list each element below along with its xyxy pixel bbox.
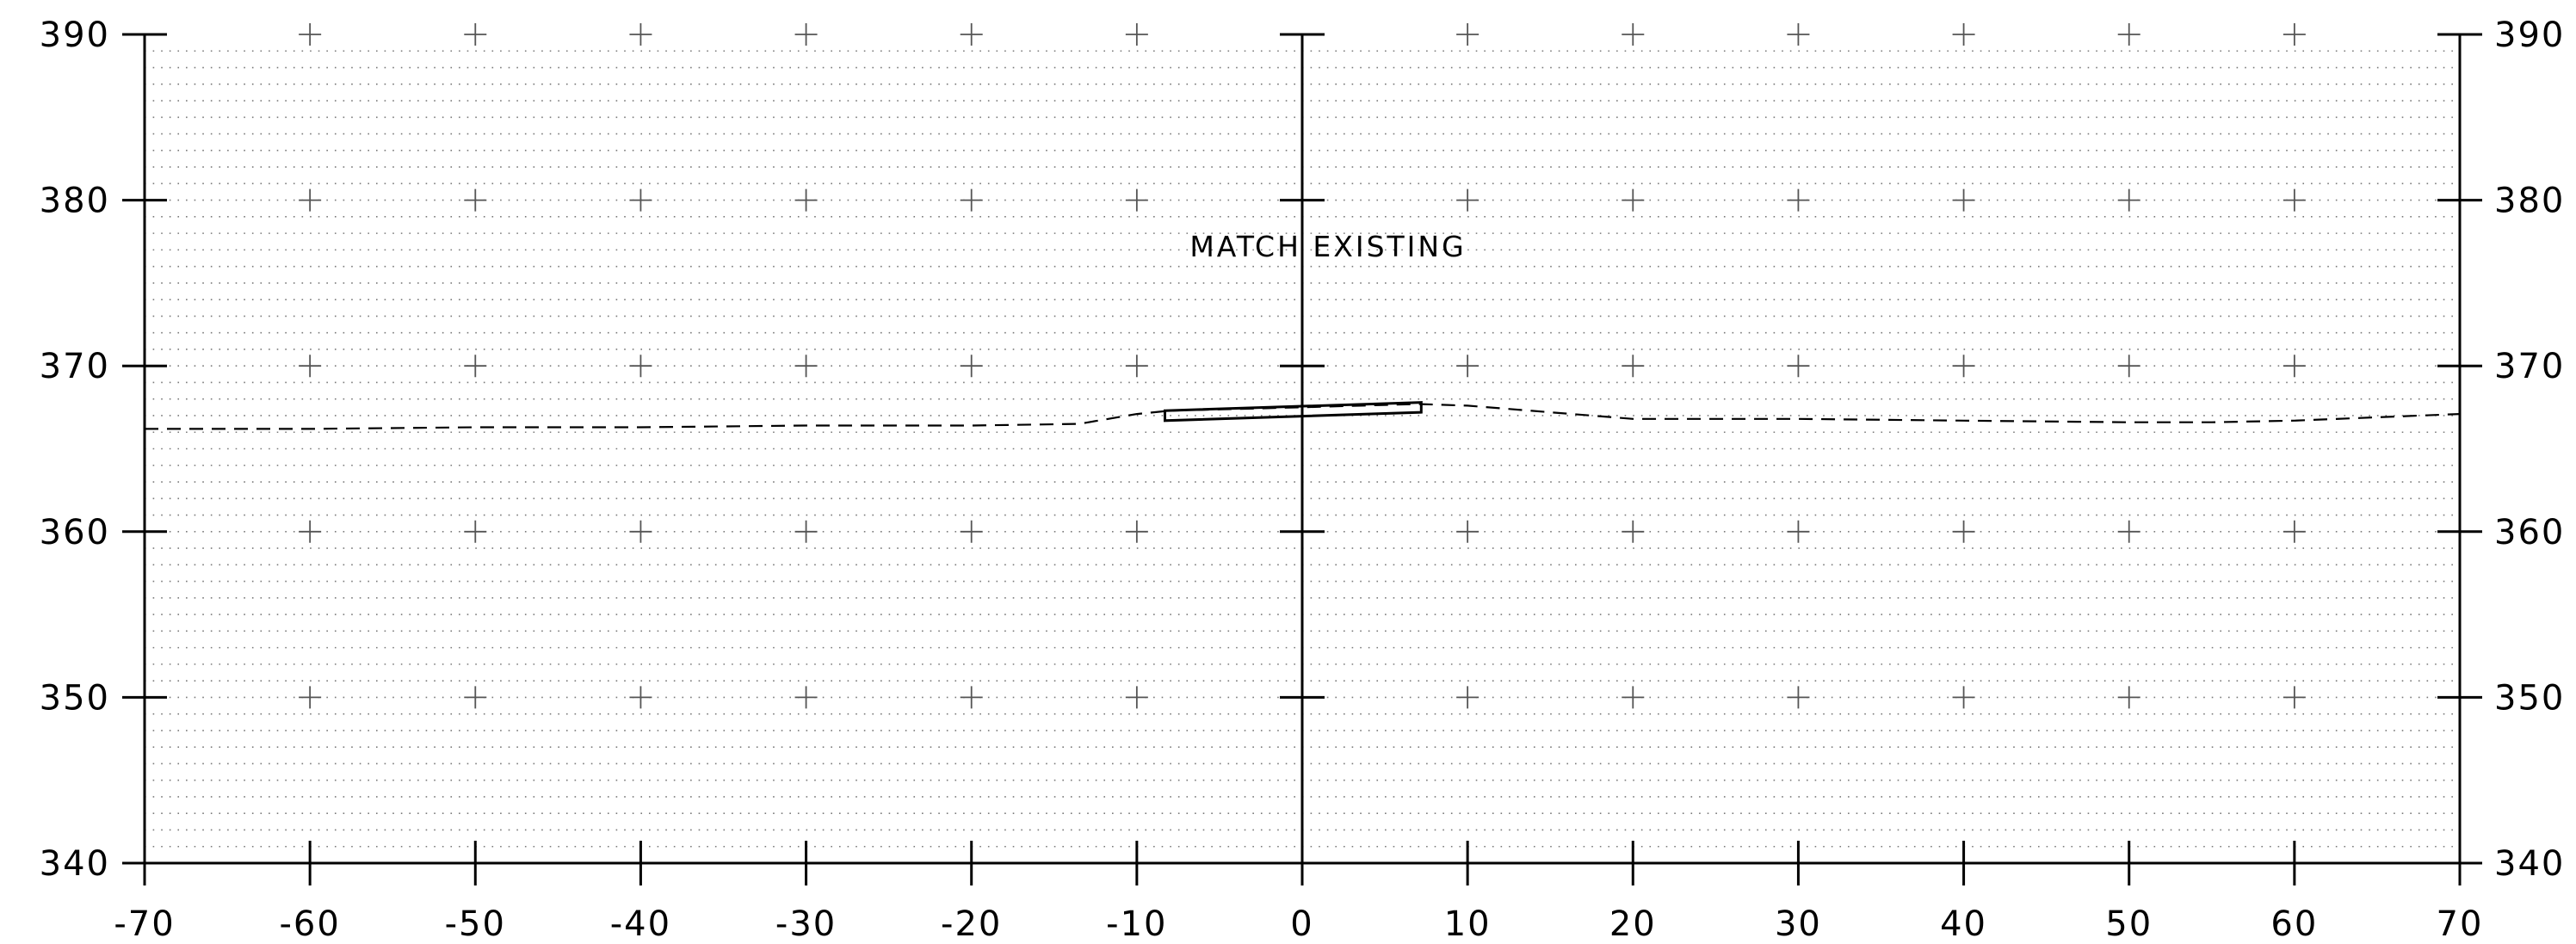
x-tick-label: 50 (2105, 904, 2153, 944)
proposed-section-outline (1164, 401, 1423, 423)
grid-plus-marker (2117, 355, 2140, 378)
grid-plus-marker (1125, 520, 1148, 543)
grid-plus-marker (2283, 23, 2306, 46)
grid-plus-marker (1787, 188, 1810, 212)
grid-plus-marker (1952, 686, 1975, 709)
grid-plus-marker (2117, 23, 2140, 46)
x-tick-label: -50 (445, 904, 506, 944)
grid-plus-marker (1787, 520, 1810, 543)
x-tick-label: -10 (1106, 904, 1167, 944)
x-tick-label: -40 (610, 904, 671, 944)
x-tick-label: -20 (941, 904, 1002, 944)
grid-plus-marker (299, 188, 322, 212)
x-tick-label: 30 (1775, 904, 1822, 944)
grid-plus-marker (464, 355, 487, 378)
x-tick-label: 10 (1444, 904, 1492, 944)
grid-plus-marker (960, 188, 983, 212)
y-tick-label-right: 360 (2494, 513, 2565, 552)
grid-plus-marker (960, 23, 983, 46)
x-tick-label: 20 (1609, 904, 1657, 944)
grid-plus-marker (1622, 520, 1645, 543)
grid-plus-marker (1622, 23, 1645, 46)
match-existing-annotation: MATCH EXISTING (1189, 230, 1466, 263)
grid-plus-marker (794, 23, 818, 46)
grid-plus-marker (1456, 23, 1480, 46)
grid-plus-marker (299, 686, 322, 709)
x-tick-label: 0 (1290, 904, 1313, 944)
grid-plus-marker (464, 188, 487, 212)
grid-plus-marker (629, 23, 652, 46)
grid-plus-marker (1952, 23, 1975, 46)
grid-plus-marker (794, 686, 818, 709)
grid-plus-marker (1456, 188, 1480, 212)
grid-plus-marker (1125, 23, 1148, 46)
axis-ticks (122, 33, 2482, 885)
grid-plus-marker (1622, 686, 1645, 709)
plot-data: MATCH EXISTING (145, 230, 2461, 430)
grid-plus-marker (1622, 188, 1645, 212)
x-tick-label: 60 (2270, 904, 2318, 944)
y-tick-label-left: 380 (40, 182, 110, 221)
grid-plus-marker (2117, 188, 2140, 212)
grid-plus-marker (629, 686, 652, 709)
grid-plus-marker (960, 355, 983, 378)
y-tick-label-right: 370 (2494, 347, 2565, 386)
grid-plus-marker (2283, 355, 2306, 378)
grid-plus-marker (464, 23, 487, 46)
y-tick-label-left: 390 (40, 15, 110, 55)
existing-ground-line (145, 403, 2461, 430)
y-tick-label-right: 390 (2494, 15, 2565, 55)
grid-plus-marker (2117, 686, 2140, 709)
grid-plus-marker (299, 520, 322, 543)
grid-plus-marker (1456, 355, 1480, 378)
grid-plus-marker (629, 188, 652, 212)
y-tick-label-right: 340 (2494, 844, 2565, 884)
grid-plus-marker (794, 188, 818, 212)
grid-plus-marker (1787, 355, 1810, 378)
grid-plus-marker (629, 520, 652, 543)
x-tick-label: 40 (1940, 904, 1987, 944)
grid-plus-marker (1952, 188, 1975, 212)
grid-plus-marker (960, 520, 983, 543)
grid-plus-marker (1787, 686, 1810, 709)
grid-plus-marker (2283, 188, 2306, 212)
grid-plus-marker (1952, 520, 1975, 543)
y-tick-label-left: 340 (40, 844, 110, 884)
grid-plus-marker (2283, 520, 2306, 543)
grid-plus-marker (1456, 686, 1480, 709)
grid-plus-marker (464, 686, 487, 709)
grid-plus-marker (1787, 23, 1810, 46)
y-tick-label-left: 350 (40, 678, 110, 718)
grid-plus-marker (2117, 520, 2140, 543)
grid-plus-marker (1125, 686, 1148, 709)
y-tick-label-right: 350 (2494, 678, 2565, 718)
axis-tick-labels: 340 340 350 350 360 360 370 370 380 380 390 390 -70 -… (40, 15, 2565, 944)
x-tick-label: -30 (775, 904, 837, 944)
grid-plus-marker (1622, 355, 1645, 378)
grid-plus-marker (2283, 686, 2306, 709)
grid-plus-marker (299, 23, 322, 46)
grid-plus-marker (1456, 520, 1480, 543)
grid-plus-marker (794, 355, 818, 378)
x-tick-label: -60 (279, 904, 340, 944)
grid-plus-marker (464, 520, 487, 543)
x-tick-label: 70 (2437, 904, 2484, 944)
y-tick-label-left: 360 (40, 513, 110, 552)
grid-plus-marker (1125, 355, 1148, 378)
grid-plus-marker (629, 355, 652, 378)
grid-plus-markers (299, 23, 2306, 709)
grid-plus-marker (960, 686, 983, 709)
grid-plus-marker (299, 355, 322, 378)
x-tick-label: -70 (114, 904, 175, 944)
grid-plus-marker (1952, 355, 1975, 378)
y-tick-label-right: 380 (2494, 182, 2565, 221)
grid-plus-marker (1125, 188, 1148, 212)
grid-plus-marker (794, 520, 818, 543)
y-tick-label-left: 370 (40, 347, 110, 386)
